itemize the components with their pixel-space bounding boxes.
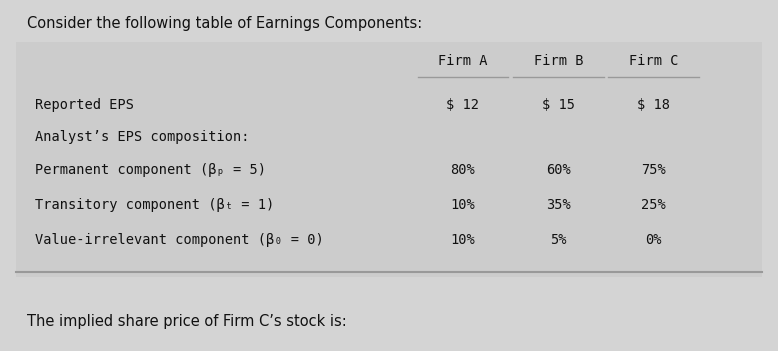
Text: Analyst’s EPS composition:: Analyst’s EPS composition: <box>35 130 250 144</box>
Text: 60%: 60% <box>546 163 571 177</box>
Text: 75%: 75% <box>641 163 666 177</box>
Text: Consider the following table of Earnings Components:: Consider the following table of Earnings… <box>27 16 422 31</box>
Text: 5%: 5% <box>550 233 567 247</box>
Text: 80%: 80% <box>450 163 475 177</box>
Text: Firm C: Firm C <box>629 54 678 68</box>
Text: 35%: 35% <box>546 198 571 212</box>
Text: Transitory component (βₜ = 1): Transitory component (βₜ = 1) <box>35 198 275 212</box>
Text: $ 15: $ 15 <box>542 98 575 112</box>
Text: Permanent component (βₚ = 5): Permanent component (βₚ = 5) <box>35 163 266 177</box>
Text: The implied share price of Firm C’s stock is:: The implied share price of Firm C’s stoc… <box>27 314 347 329</box>
Text: Reported EPS: Reported EPS <box>35 98 134 112</box>
Text: $ 12: $ 12 <box>447 98 479 112</box>
Text: 0%: 0% <box>645 233 662 247</box>
Text: Value-irrelevant component (β₀ = 0): Value-irrelevant component (β₀ = 0) <box>35 233 324 247</box>
Text: 10%: 10% <box>450 198 475 212</box>
Text: 25%: 25% <box>641 198 666 212</box>
FancyBboxPatch shape <box>16 42 762 277</box>
Text: 10%: 10% <box>450 233 475 247</box>
Text: Firm B: Firm B <box>534 54 584 68</box>
Text: $ 18: $ 18 <box>637 98 670 112</box>
Text: Firm A: Firm A <box>438 54 488 68</box>
